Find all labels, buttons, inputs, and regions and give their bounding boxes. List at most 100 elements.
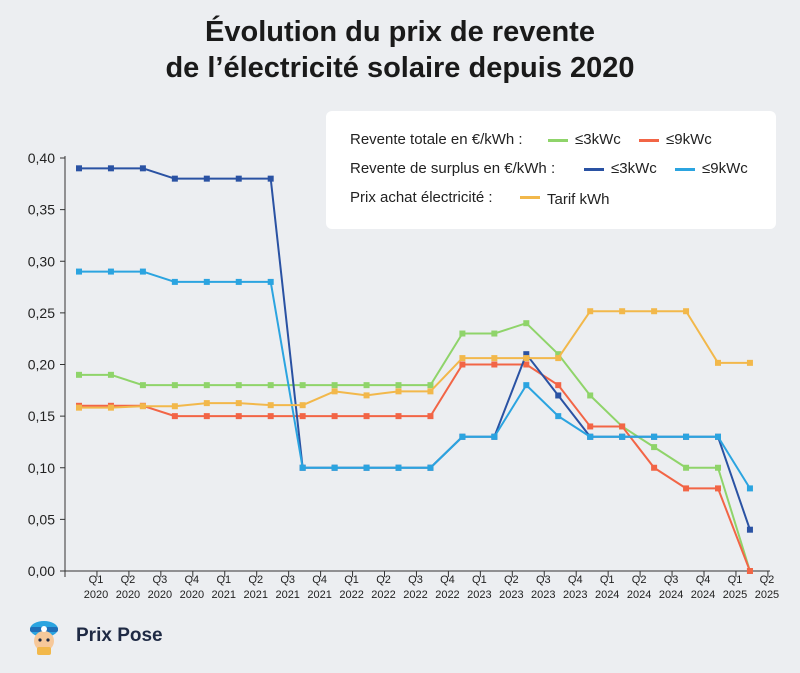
legend-swatch-total-3 — [548, 139, 568, 142]
data-point-total-9 — [651, 464, 658, 471]
legend-swatch-surplus-9 — [675, 168, 695, 171]
data-point-tarif — [491, 355, 498, 362]
x-tick-label-quarter: Q2 — [121, 574, 136, 586]
data-point-total-3 — [299, 382, 306, 389]
y-tick-label: 0,25 — [28, 305, 55, 321]
x-tick-label-quarter: Q3 — [664, 574, 679, 586]
data-point-surplus-9 — [331, 464, 338, 471]
data-point-tarif — [267, 402, 274, 409]
data-point-total-9 — [715, 485, 721, 492]
x-tick-label-year: 2021 — [275, 589, 299, 601]
data-point-surplus-9 — [76, 268, 82, 275]
data-point-surplus-3 — [107, 165, 114, 172]
data-point-tarif — [555, 355, 562, 362]
x-tick-label-quarter: Q1 — [600, 574, 615, 586]
data-point-tarif — [299, 402, 306, 409]
data-point-total-3 — [203, 382, 210, 389]
chart-title: Évolution du prix de revente de l’électr… — [0, 14, 800, 86]
data-point-total-9 — [587, 423, 594, 430]
data-point-total-9 — [523, 361, 530, 368]
x-tick-label-quarter: Q4 — [440, 574, 455, 586]
data-point-tarif — [395, 388, 402, 395]
data-point-tarif — [171, 403, 178, 410]
data-point-surplus-9 — [683, 433, 690, 440]
data-point-total-3 — [331, 382, 338, 389]
data-point-total-9 — [299, 413, 306, 420]
data-point-surplus-9 — [363, 464, 370, 471]
data-point-total-3 — [523, 320, 530, 327]
data-point-total-9 — [203, 413, 210, 420]
data-point-total-9 — [555, 382, 562, 389]
x-tick-label-year: 2025 — [755, 589, 779, 601]
brand-name: Prix Pose — [76, 625, 163, 646]
data-point-total-3 — [651, 444, 658, 451]
x-tick-label-quarter: Q2 — [760, 574, 775, 586]
x-tick-label-year: 2023 — [531, 589, 555, 601]
data-point-tarif — [619, 308, 626, 315]
data-point-tarif — [139, 403, 146, 410]
x-tick-label-year: 2022 — [339, 589, 363, 601]
x-tick-label-quarter: Q2 — [632, 574, 647, 586]
y-tick-label: 0,05 — [28, 511, 55, 527]
data-point-surplus-9 — [299, 464, 306, 471]
x-tick-label-year: 2021 — [212, 589, 236, 601]
data-point-total-3 — [587, 392, 594, 399]
x-tick-label-year: 2022 — [371, 589, 395, 601]
data-point-surplus-3 — [76, 165, 82, 172]
data-point-total-3 — [395, 382, 402, 389]
y-tick-label: 0,30 — [28, 253, 55, 269]
data-point-surplus-9 — [395, 464, 402, 471]
data-point-surplus-3 — [139, 165, 146, 172]
x-tick-label-quarter: Q1 — [216, 574, 231, 586]
x-tick-label-year: 2020 — [84, 589, 108, 601]
data-point-tarif — [746, 359, 753, 366]
data-point-surplus-9 — [267, 278, 274, 285]
series-line-surplus-9 — [79, 270, 751, 489]
x-tick-label-quarter: Q1 — [344, 574, 359, 586]
x-tick-label-year: 2022 — [435, 589, 459, 601]
data-point-total-3 — [715, 464, 721, 471]
legend-item-surplus-3: ≤3kWc — [611, 160, 657, 177]
legend-row-total: Revente totale en €/kWh : — [350, 131, 523, 148]
data-point-total-3 — [363, 382, 370, 389]
x-tick-label-year: 2021 — [244, 589, 268, 601]
data-point-total-9 — [395, 413, 402, 420]
data-point-surplus-9 — [619, 433, 626, 440]
data-point-total-3 — [107, 371, 114, 378]
data-point-total-9 — [427, 413, 434, 420]
data-point-tarif — [331, 388, 338, 395]
data-point-total-3 — [171, 382, 178, 389]
x-tick-label-year: 2024 — [627, 589, 651, 601]
legend-row-tarif: Prix achat électricité : — [350, 189, 493, 206]
data-point-surplus-9 — [459, 433, 466, 440]
data-point-total-3 — [267, 382, 274, 389]
x-tick-label-quarter: Q1 — [89, 574, 104, 586]
legend-swatch-tarif — [520, 196, 540, 199]
data-point-surplus-9 — [203, 278, 210, 285]
y-tick-label: 0,15 — [28, 408, 55, 424]
data-point-total-9 — [363, 413, 370, 420]
data-point-surplus-9 — [107, 268, 114, 275]
x-tick-label-quarter: Q3 — [408, 574, 423, 586]
x-tick-label-quarter: Q2 — [248, 574, 263, 586]
series-line-tarif — [79, 310, 750, 409]
chart-axes: 0,00 0,05 0,10 0,15 0,20 0,25 0,30 0,35 0,40 Q1 20… — [28, 150, 779, 601]
x-tick-label-quarter: Q2 — [376, 574, 391, 586]
legend-item-tarif: Tarif kWh — [547, 191, 610, 208]
data-point-surplus-3 — [523, 351, 530, 358]
x-tick-label-year: 2023 — [499, 589, 523, 601]
y-tick-label: 0,20 — [28, 357, 55, 373]
data-point-surplus-3 — [267, 175, 274, 182]
data-point-total-9 — [459, 361, 466, 368]
data-point-total-3 — [459, 330, 466, 337]
data-point-tarif — [587, 308, 594, 315]
x-tick-label-quarter: Q3 — [280, 574, 295, 586]
data-point-total-9 — [331, 413, 338, 420]
x-tick-label-quarter: Q4 — [696, 574, 711, 586]
data-point-surplus-3 — [171, 175, 178, 182]
y-tick-label: 0,40 — [28, 150, 55, 166]
data-point-tarif — [523, 355, 530, 362]
y-tick-label: 0,35 — [28, 202, 55, 218]
data-point-tarif — [427, 388, 434, 395]
data-point-total-3 — [491, 330, 498, 337]
